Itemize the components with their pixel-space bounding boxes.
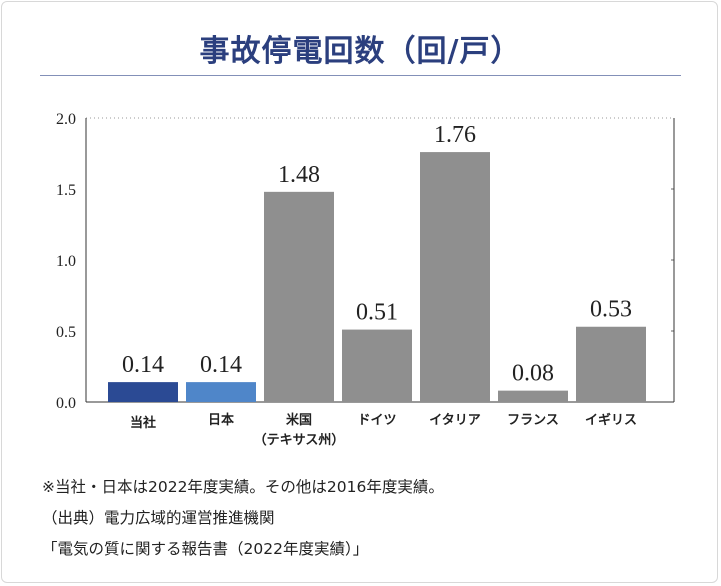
category-label-0: 当社 (130, 415, 156, 431)
value-label-0: 0.14 (122, 352, 164, 378)
y-tick-label: 1.0 (56, 253, 76, 270)
footnote-report: 「電気の質に関する報告書（2022年度実績）」 (42, 540, 369, 558)
value-label-5: 0.08 (512, 361, 554, 387)
category-label-6: イギリス (585, 412, 637, 428)
y-tick-label: 0.0 (56, 395, 76, 412)
bar-2 (264, 191, 334, 402)
bar-5 (498, 390, 568, 402)
bar-4 (420, 152, 490, 402)
value-label-2: 1.48 (278, 162, 320, 188)
category-label-3: ドイツ (357, 413, 396, 428)
category-label-5: フランス (507, 413, 559, 428)
footnote-source: （出典）電力広域的運営推進機関 (42, 509, 275, 527)
category-label-2: 米国 (286, 412, 312, 428)
value-label-1: 0.14 (200, 352, 242, 378)
category-sublabel-2: （テキサス州） (254, 432, 345, 448)
bar-1 (186, 382, 256, 402)
chart-title: 事故停電回数（回/戸） (199, 34, 522, 69)
category-label-1: 日本 (208, 412, 234, 428)
y-tick-label: 2.0 (56, 111, 76, 128)
footnotes: ※当社・日本は2022年度実績。その他は2016年度実績。 （出典）電力広域的運… (42, 472, 702, 565)
value-label-4: 1.76 (434, 122, 476, 148)
category-label-4: イタリア (429, 413, 480, 428)
footnote-period: ※当社・日本は2022年度実績。その他は2016年度実績。 (42, 478, 444, 496)
value-label-3: 0.51 (356, 300, 398, 326)
bar-3 (342, 329, 412, 402)
value-label-6: 0.53 (590, 297, 632, 323)
title-divider (40, 75, 681, 76)
bar-0 (108, 382, 178, 402)
y-tick-label: 0.5 (56, 324, 76, 341)
bar-6 (576, 326, 646, 402)
y-tick-label: 1.5 (56, 182, 76, 199)
bar-chart: 0.0 0.5 1.0 1.5 2.0 0.14 当社 0.14 日本 1.48 米国 （テキサス州）… (56, 111, 675, 448)
